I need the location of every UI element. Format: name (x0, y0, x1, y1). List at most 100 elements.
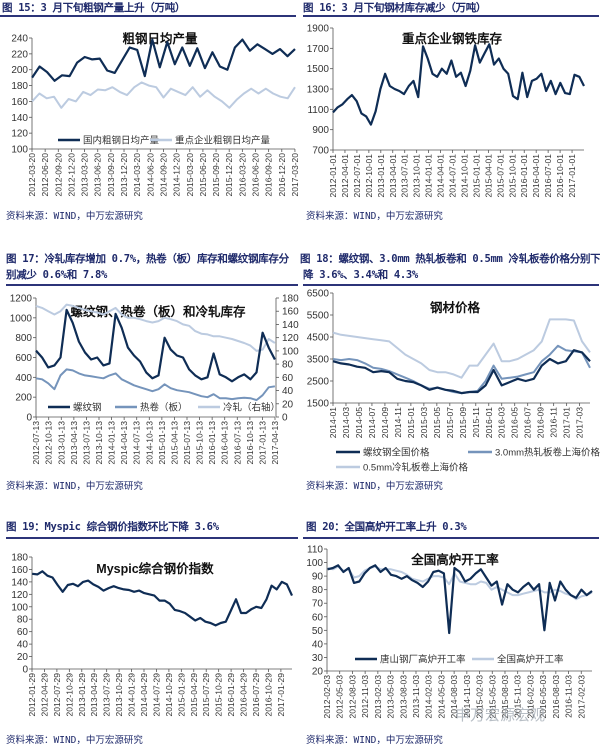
y2-tick-label: 40 (282, 386, 294, 397)
series-line-2 (332, 344, 591, 395)
x-tick-label: 2016-11 (549, 407, 559, 438)
y2-tick-label: 120 (282, 333, 299, 344)
x-tick-label: 2014-06-20 (145, 153, 155, 197)
y-tick-label: 0 (22, 665, 28, 676)
figure-18-source: 资料来源：WIND，中万宏源研究 (306, 481, 443, 492)
y-tick-label: 180 (11, 81, 28, 92)
x-tick-label: 2012-09-20 (53, 153, 63, 197)
x-tick-label: 2013-03-20 (80, 153, 90, 197)
chart-title: 粗钢日均产量 (122, 31, 198, 46)
x-tick-label: 2015-10-01 (507, 154, 517, 198)
x-tick-label: 2015-06-20 (198, 153, 208, 197)
x-tick-label: 2015-11 (471, 407, 481, 438)
y-tick-label: 180 (11, 553, 28, 564)
x-tick-label: 2016-01-01 (519, 154, 529, 198)
x-tick-label: 2015-11-03 (513, 675, 523, 718)
figure-20-rule (303, 537, 599, 539)
x-tick-label: 2013-01-29 (77, 673, 87, 717)
x-tick-label: 2012-08-03 (347, 675, 357, 719)
x-tick-label: 2015-01 (406, 407, 416, 438)
y-tick-label: 100 (306, 558, 323, 569)
x-tick-label: 2016-07-01 (543, 154, 553, 198)
series-line-1 (32, 570, 294, 627)
y-tick-label: 160 (11, 97, 28, 108)
chart-title: 全国高炉开工率 (410, 552, 499, 567)
y-tick-label: 1500 (307, 64, 330, 75)
series-line-1 (332, 349, 591, 395)
x-tick-label: 2012-02-03 (322, 675, 332, 719)
x-tick-label: 2014-07-13 (132, 421, 142, 465)
y-tick-label: 1000 (10, 313, 33, 324)
y2-tick-label: 20 (282, 399, 294, 410)
x-tick-label: 2015-01-29 (176, 673, 186, 717)
x-tick-label: 2014-04-13 (119, 421, 129, 465)
x-tick-label: 2015-04-29 (189, 673, 199, 717)
figure-20-heading: 图 20：全国高炉开工率上升 0.3% (306, 521, 467, 533)
x-tick-label: 2012-01-29 (27, 673, 37, 717)
x-tick-label: 2015-07-13 (182, 421, 192, 465)
x-tick-label: 2014-03 (341, 407, 351, 438)
figure-17-heading: 图 17：冷轧库存增加 0.7%，热卷（板）库存和螺纹钢库存分 (6, 253, 289, 265)
x-tick-label: 2013-04-29 (89, 673, 99, 717)
x-tick-label: 2013-11-03 (411, 675, 421, 718)
y-tick-label: 100 (11, 602, 28, 613)
legend-label: 0.5mm冷轧板卷上海价格 (363, 462, 469, 474)
x-tick-label: 2015-09 (458, 407, 468, 438)
y-tick-label: 1700 (307, 44, 330, 55)
series-line-1 (35, 308, 276, 383)
x-tick-label: 2014-11-03 (462, 675, 472, 718)
x-tick-label: 2015-05 (432, 407, 442, 438)
x-tick-label: 2015-07 (445, 407, 455, 438)
x-tick-label: 2015-07-29 (201, 673, 211, 717)
legend-label: 螺纹钢全国价格 (363, 447, 430, 459)
x-tick-label: 2015-01-13 (157, 421, 167, 465)
y-tick-label: 140 (11, 113, 28, 124)
x-tick-label: 2014-01-01 (424, 154, 434, 198)
x-tick-label: 2013-10-01 (412, 154, 422, 198)
x-tick-label: 2013-08-03 (398, 675, 408, 719)
x-tick-label: 2014-01 (328, 407, 338, 438)
x-tick-label: 2017-01-29 (276, 673, 286, 717)
y-tick-label: 20 (17, 652, 29, 663)
x-tick-label: 2015-12-20 (224, 153, 234, 197)
x-tick-label: 2015-10-29 (214, 673, 224, 717)
x-tick-label: 2017-02-03 (576, 675, 586, 719)
x-tick-label: 2014-09 (380, 407, 390, 438)
figure-17-heading-line2: 别减少 0.6%和 7.8% (6, 269, 108, 281)
x-tick-label: 2013-01-13 (56, 421, 66, 465)
figure-19-rule (6, 537, 298, 539)
x-tick-label: 2014-05-03 (436, 675, 446, 719)
x-tick-label: 2014-10-01 (459, 154, 469, 198)
x-tick-label: 2012-10-01 (364, 154, 374, 198)
x-tick-label: 2014-09-20 (158, 153, 168, 197)
x-tick-label: 2016-01-29 (226, 673, 236, 717)
figure-18-rule (303, 284, 599, 286)
y-tick-label: 240 (11, 34, 28, 45)
x-tick-label: 2013-04-01 (388, 154, 398, 198)
figure-16-rule (303, 15, 599, 17)
figure-18-heading: 图 18：螺纹钢、3.0mm 热轧板卷和 0.5mm 冷轧板卷价格分别下 (300, 253, 600, 265)
figure-16-source: 资料来源：WIND，中万宏源研究 (306, 211, 443, 222)
x-tick-label: 2016-03-20 (237, 153, 247, 197)
y-tick-label: 160 (11, 565, 28, 576)
x-tick-label: 2016-01-13 (207, 421, 217, 465)
y-tick-label: 90 (312, 572, 324, 583)
x-tick-label: 2016-06-20 (250, 153, 260, 197)
x-tick-label: 2014-11 (393, 407, 403, 438)
x-tick-label: 2016-09-20 (264, 153, 274, 197)
x-tick-label: 2014-12-20 (172, 153, 182, 197)
x-tick-label: 2016-07-13 (232, 421, 242, 465)
y-tick-label: 100 (11, 145, 28, 156)
y-tick-label: 30 (312, 653, 324, 664)
y-tick-label: 1200 (10, 294, 33, 305)
x-tick-label: 2017-04-13 (270, 421, 280, 465)
x-tick-label: 2012-10-29 (64, 673, 74, 717)
series-line-1 (327, 564, 593, 635)
y-tick-label: 200 (15, 393, 32, 404)
x-tick-label: 2012-07-13 (31, 421, 41, 465)
x-tick-label: 2017-01-13 (257, 421, 267, 465)
x-tick-label: 2014-07 (367, 407, 377, 438)
x-tick-label: 2016-05 (510, 407, 520, 438)
x-tick-label: 2014-04-01 (436, 154, 446, 198)
